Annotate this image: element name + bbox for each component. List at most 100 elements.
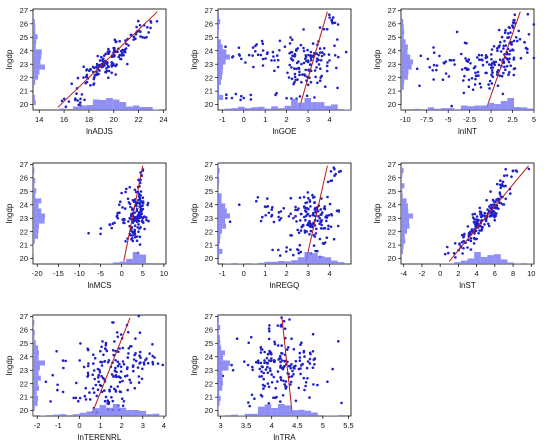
data-point [306,360,310,363]
x-histogram-bar [106,263,113,264]
data-point [155,20,159,23]
data-point [132,200,136,203]
y-histogram-bar [33,233,39,239]
data-point [96,388,100,392]
data-point [234,92,238,96]
y-histogram-bar [218,198,222,204]
data-point [253,397,256,401]
x-histogram-bar [139,107,147,110]
data-point [316,383,319,387]
data-point [488,214,492,218]
data-point [304,68,308,72]
data-point [288,63,292,67]
y-tick-label: 26 [20,173,28,182]
x-tick-label: 0 [120,269,124,278]
x-histogram-bar [460,105,468,110]
data-point [118,211,121,214]
data-point [469,237,473,240]
x-histogram-bar [126,258,133,264]
data-point [298,351,302,355]
data-point [133,236,137,239]
data-point [293,67,296,70]
y-tick-label: 22 [388,227,396,236]
y-histogram-bar [33,223,39,229]
data-point [314,75,317,79]
data-point [313,235,317,238]
data-point [289,380,293,384]
data-point [77,399,80,403]
y-histogram-bar [33,54,42,60]
data-point [135,207,139,211]
y-tick-label: 27 [205,160,213,169]
data-point [146,26,149,29]
x-tick-label: -7.5 [420,115,433,124]
data-point [501,180,505,184]
data-point [295,67,298,71]
data-point [487,224,491,228]
data-point [110,226,113,230]
y-tick-label: 24 [20,200,28,209]
data-point [276,324,280,327]
data-point [129,205,132,209]
data-point [70,82,73,85]
data-point [435,64,439,67]
data-point [151,360,154,364]
x-histogram-bar [112,404,120,416]
x-histogram-bar [132,410,140,416]
data-point [489,190,492,193]
data-point [466,246,469,249]
data-point [304,218,307,222]
data-point [254,199,258,203]
data-point [260,375,264,378]
data-point [256,196,260,199]
data-point [490,58,493,61]
data-point [136,218,139,221]
data-point [247,401,250,404]
x-tick-label: -10 [74,269,85,278]
data-point [509,49,512,53]
y-tick-label: 24 [20,46,28,55]
data-point [325,64,329,68]
data-point [134,33,138,36]
data-point [294,359,298,363]
data-point [92,391,96,394]
data-point [462,236,465,239]
data-point [311,332,315,336]
data-point [318,222,321,226]
data-point [259,219,263,223]
data-point [114,366,117,370]
x-tick-label: 0 [242,269,246,278]
data-point [138,24,142,27]
y-histogram-bar [33,400,38,406]
data-point [480,215,484,218]
y-histogram-bar [33,385,39,391]
y-histogram-bar [218,360,230,366]
data-point [238,203,241,206]
scatter-panel-8: 3 3.5 4 4.5 5 5.5 20 21 22 23 24 25 26 27 lnTRA lngdp [190,312,354,442]
data-point [297,231,301,235]
y-histogram-bar [218,54,230,60]
y-histogram-bar [401,218,410,224]
data-point [270,357,273,360]
data-point [49,400,52,403]
data-point [110,71,113,75]
data-point [299,43,303,47]
y-tick-label: 22 [205,379,213,388]
data-point [447,75,451,78]
data-point [313,201,316,205]
data-point [280,351,283,355]
data-point [327,227,330,231]
data-point [499,50,503,53]
data-point [322,27,326,31]
data-point [83,394,87,398]
data-point [476,219,480,223]
data-point [252,65,255,69]
y-tick-label: 26 [388,173,396,182]
data-point [272,396,275,400]
y-histogram-bar [33,59,41,65]
data-point [507,36,511,39]
data-point [251,368,254,372]
y-tick-label: 22 [20,73,28,82]
data-point [133,224,137,227]
data-point [117,375,120,378]
